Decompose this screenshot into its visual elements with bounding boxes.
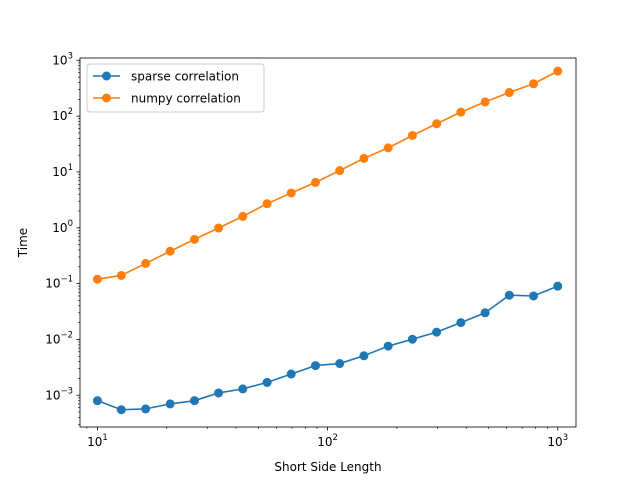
data-point (286, 369, 296, 379)
data-point (165, 399, 175, 409)
data-point (456, 107, 466, 117)
legend: sparse correlation numpy correlation (86, 63, 265, 113)
y-axis-label: Time (16, 228, 30, 258)
data-point (335, 166, 345, 176)
y-tick-label: 10−1 (45, 275, 73, 291)
data-point (383, 341, 393, 351)
legend-entry: sparse correlation (93, 70, 239, 84)
legend-entry: numpy correlation (93, 92, 241, 106)
y-tick-label: 100 (52, 219, 73, 235)
data-point (238, 384, 248, 394)
data-point (262, 199, 272, 209)
data-point (432, 119, 442, 129)
data-point (214, 223, 224, 233)
data-point (141, 404, 151, 414)
data-point (504, 88, 514, 98)
legend-box (86, 63, 265, 113)
data-point (407, 334, 417, 344)
series-layer (92, 66, 563, 415)
data-point (311, 361, 321, 371)
data-point (456, 318, 466, 328)
data-point (92, 274, 102, 284)
data-point (504, 290, 514, 300)
legend-label: numpy correlation (131, 92, 241, 106)
data-point (262, 377, 272, 387)
data-point (189, 396, 199, 406)
data-point (116, 405, 126, 415)
x-axis-label: Short Side Length (274, 460, 381, 474)
data-point (553, 281, 563, 291)
data-point (92, 396, 102, 406)
legend-label: sparse correlation (131, 70, 239, 84)
data-point (480, 97, 490, 107)
legend-marker (102, 93, 111, 103)
y-tick-label: 10−2 (45, 330, 73, 346)
y-ticks: 10−3 10−2 10−1 100 101 102 103 (45, 51, 80, 425)
data-point (335, 359, 345, 369)
data-point (529, 291, 539, 301)
data-point (383, 143, 393, 153)
data-point (189, 234, 199, 244)
data-point (407, 130, 417, 140)
x-ticks: 101 102 103 (86, 427, 568, 449)
data-point (529, 79, 539, 89)
y-tick-label: 102 (52, 107, 73, 123)
legend-marker (102, 71, 111, 81)
plot-frame (79, 57, 577, 428)
data-point (286, 188, 296, 198)
data-point (116, 270, 126, 280)
x-tick-label: 103 (547, 433, 568, 449)
x-tick-label: 102 (317, 433, 338, 449)
data-point (553, 66, 563, 76)
data-point (238, 211, 248, 221)
data-point (141, 258, 151, 268)
y-tick-label: 10−3 (45, 386, 73, 402)
series-1 (92, 281, 563, 415)
data-point (359, 153, 369, 163)
y-tick-label: 101 (52, 163, 73, 179)
data-point (214, 388, 224, 398)
data-point (480, 308, 490, 318)
data-point (432, 327, 442, 337)
y-tick-label: 103 (52, 51, 73, 67)
series-2 (92, 66, 563, 284)
data-point (165, 246, 175, 256)
data-point (311, 177, 321, 187)
legend-entries: sparse correlation numpy correlation (93, 70, 241, 106)
x-tick-label: 101 (87, 433, 108, 449)
data-point (359, 351, 369, 361)
